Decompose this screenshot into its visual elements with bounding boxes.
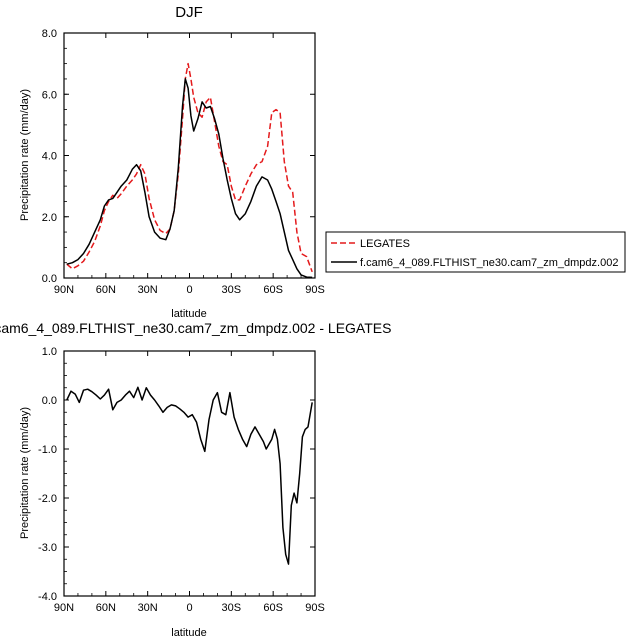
top-y-tick-label: 0.0 [42,273,57,285]
top-y-tick-label: 4.0 [42,151,57,163]
top-x-tick-label: 90N [54,284,74,296]
plot-frame-top [63,32,316,279]
bottom-series-line-0 [66,386,313,565]
y-axis-label-top: Precipitation rate (mm/day) [19,89,31,221]
legend-label-legates: LEGATES [360,238,410,250]
chart-title-bottom: f.cam6_4_089.FLTHIST_ne30.cam7_zm_dmpdz.… [0,320,391,336]
bottom-x-tick-label: 30N [138,602,158,614]
top-panel: DJF Precipitation rate (mm/day) latitude… [19,4,325,320]
legend-box [325,231,626,273]
bottom-y-tick-label: -1.0 [38,444,57,456]
top-series [66,62,313,279]
bottom-y-tick-label: -3.0 [38,542,57,554]
bottom-y-tick-label: 1.0 [42,346,57,358]
legend: LEGATES f.cam6_4_089.FLTHIST_ne30.cam7_z… [325,231,626,273]
x-axis-label-bottom: latitude [171,627,206,639]
bottom-series [66,386,313,565]
bottom-y-tick-label: 0.0 [42,395,57,407]
chart-title-top: DJF [175,4,203,21]
bottom-x-tick-label: 90N [54,602,74,614]
bottom-x-tick-label: 30S [222,602,242,614]
top-x-tick-label: 30S [222,284,242,296]
top-y-tick-label: 8.0 [42,28,57,40]
top-y-tick-label: 2.0 [42,212,57,224]
top-x-tick-label: 30N [138,284,158,296]
top-series-line-1 [66,78,313,279]
plot-frame-bottom [63,350,316,597]
top-x-tick-label: 90S [305,284,325,296]
bottom-panel: f.cam6_4_089.FLTHIST_ne30.cam7_zm_dmpdz.… [0,320,391,639]
bottom-x-tick-label: 60S [263,602,283,614]
x-axis-label-top: latitude [171,308,206,320]
top-x-tick-label: 0 [186,284,192,296]
top-series-line-0 [66,62,313,273]
bottom-y-tick-label: -4.0 [38,591,57,603]
top-x-tick-label: 60S [263,284,283,296]
bottom-x-tick-label: 90S [305,602,325,614]
legend-label-model: f.cam6_4_089.FLTHIST_ne30.cam7_zm_dmpdz.… [360,257,618,269]
top-y-tick-label: 6.0 [42,89,57,101]
top-ticks: 90N 60N 30N 0 30S 60S 90S 0.0 2.0 4.0 6.0 8.0 [42,28,325,296]
top-x-tick-label: 60N [96,284,116,296]
bottom-y-tick-label: -2.0 [38,493,57,505]
y-axis-label-bottom: Precipitation rate (mm/day) [19,407,31,539]
bottom-x-tick-label: 60N [96,602,116,614]
bottom-x-tick-label: 0 [186,602,192,614]
bottom-ticks: 90N 60N 30N 0 30S 60S 90S -4.0 -3.0 -2.0 -1.0 0.0 1.… [38,346,325,614]
